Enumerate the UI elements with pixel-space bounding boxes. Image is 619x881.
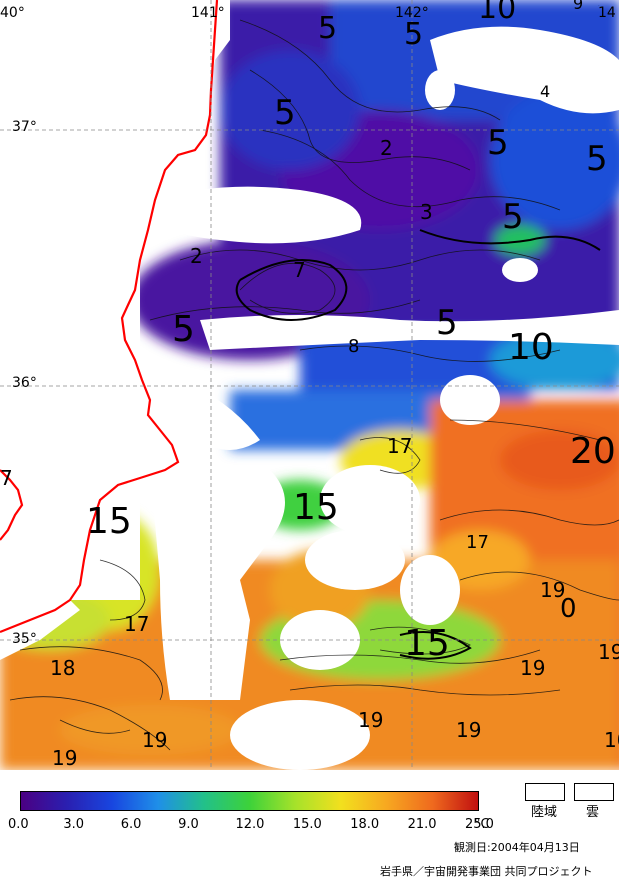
scale-tick-label: 0.0 <box>8 817 29 832</box>
longitude-label-141: 141° <box>191 5 225 21</box>
land-key-label: 陸域 <box>531 805 558 820</box>
contour-label: 10 <box>478 0 517 26</box>
contour-label: 8 <box>348 336 360 357</box>
sst-map-canvas <box>0 0 619 770</box>
contour-label: 7 <box>293 258 306 282</box>
cloud-key-swatch <box>574 783 614 801</box>
contour-label: 5 <box>318 11 338 46</box>
contour-label: 0 <box>560 594 577 624</box>
contour-label: 18 <box>50 656 76 680</box>
isotherm-lines <box>9 19 619 751</box>
longitude-label-140: 40° <box>0 5 25 21</box>
temperature-unit: °C <box>474 817 490 832</box>
contour-label: 17 <box>466 532 489 553</box>
observation-date: 観測日:2004年04月13日 <box>454 841 580 854</box>
contour-label: 15 <box>86 501 132 542</box>
contour-label: 10 <box>604 728 619 752</box>
scale-tick-label: 12.0 <box>235 817 265 832</box>
contour-label: 19 <box>598 640 619 664</box>
contour-label: 10 <box>508 327 554 368</box>
contour-label: 5 <box>436 303 458 343</box>
land-key-swatch <box>525 783 565 801</box>
longitude-label-142: 142° <box>395 5 429 21</box>
credit-line: 岩手県／宇宙開発事業団 共同プロジェクト <box>380 865 593 878</box>
contour-label: 4 <box>540 82 551 101</box>
scale-tick-label: 3.0 <box>63 817 85 832</box>
latitude-label-35: 35° <box>12 631 37 647</box>
contour-label: 2 <box>190 244 203 268</box>
contour-label: 19 <box>520 656 546 680</box>
isotherm-major-lines <box>235 229 601 660</box>
contour-label: 14 <box>598 6 600 7</box>
scale-tick-label: 18.0 <box>350 817 380 832</box>
contour-label: 5 <box>487 123 509 163</box>
coastline <box>0 0 219 634</box>
contour-label: 19 <box>540 578 566 602</box>
contour-label: 5 <box>172 309 195 350</box>
contour-label: 5 <box>586 139 608 179</box>
contour-label: 17 <box>124 612 150 636</box>
contour-label: 19 <box>52 746 78 770</box>
contour-label: 17 <box>387 434 413 458</box>
contour-label: 15 <box>404 623 450 664</box>
contour-label: 20 <box>570 431 616 472</box>
contour-label: 7 <box>0 466 13 490</box>
contour-label: 19 <box>456 718 482 742</box>
scale-tick-label: 25.0 <box>465 817 494 832</box>
contour-label: 2 <box>380 136 393 160</box>
contour-label: 3 <box>420 200 433 224</box>
longitude-label-143: 14 <box>598 5 616 21</box>
contour-label: 19 <box>142 728 168 752</box>
latitude-label-37: 37° <box>12 119 37 135</box>
scale-tick-label: 9.0 <box>178 817 199 832</box>
scale-tick-label: 15.0 <box>292 817 322 832</box>
sst-map: 40° 141° 142° 14 37° 36° 35° 5 5 10 9 14… <box>0 0 619 770</box>
contour-label: 9 <box>573 0 584 13</box>
latitude-label-36: 36° <box>12 375 37 391</box>
temperature-color-scale <box>20 791 479 811</box>
scale-tick-label: 21.0 <box>407 817 437 832</box>
lat-lon-grid <box>0 0 619 770</box>
contour-label: 5 <box>502 197 524 237</box>
contour-label: 19 <box>358 708 384 732</box>
contour-label: 15 <box>293 487 339 528</box>
contour-label: 5 <box>404 17 424 52</box>
cloud-key-label: 雲 <box>586 805 600 820</box>
scale-tick-label: 6.0 <box>120 817 142 832</box>
contour-label: 5 <box>274 93 296 133</box>
